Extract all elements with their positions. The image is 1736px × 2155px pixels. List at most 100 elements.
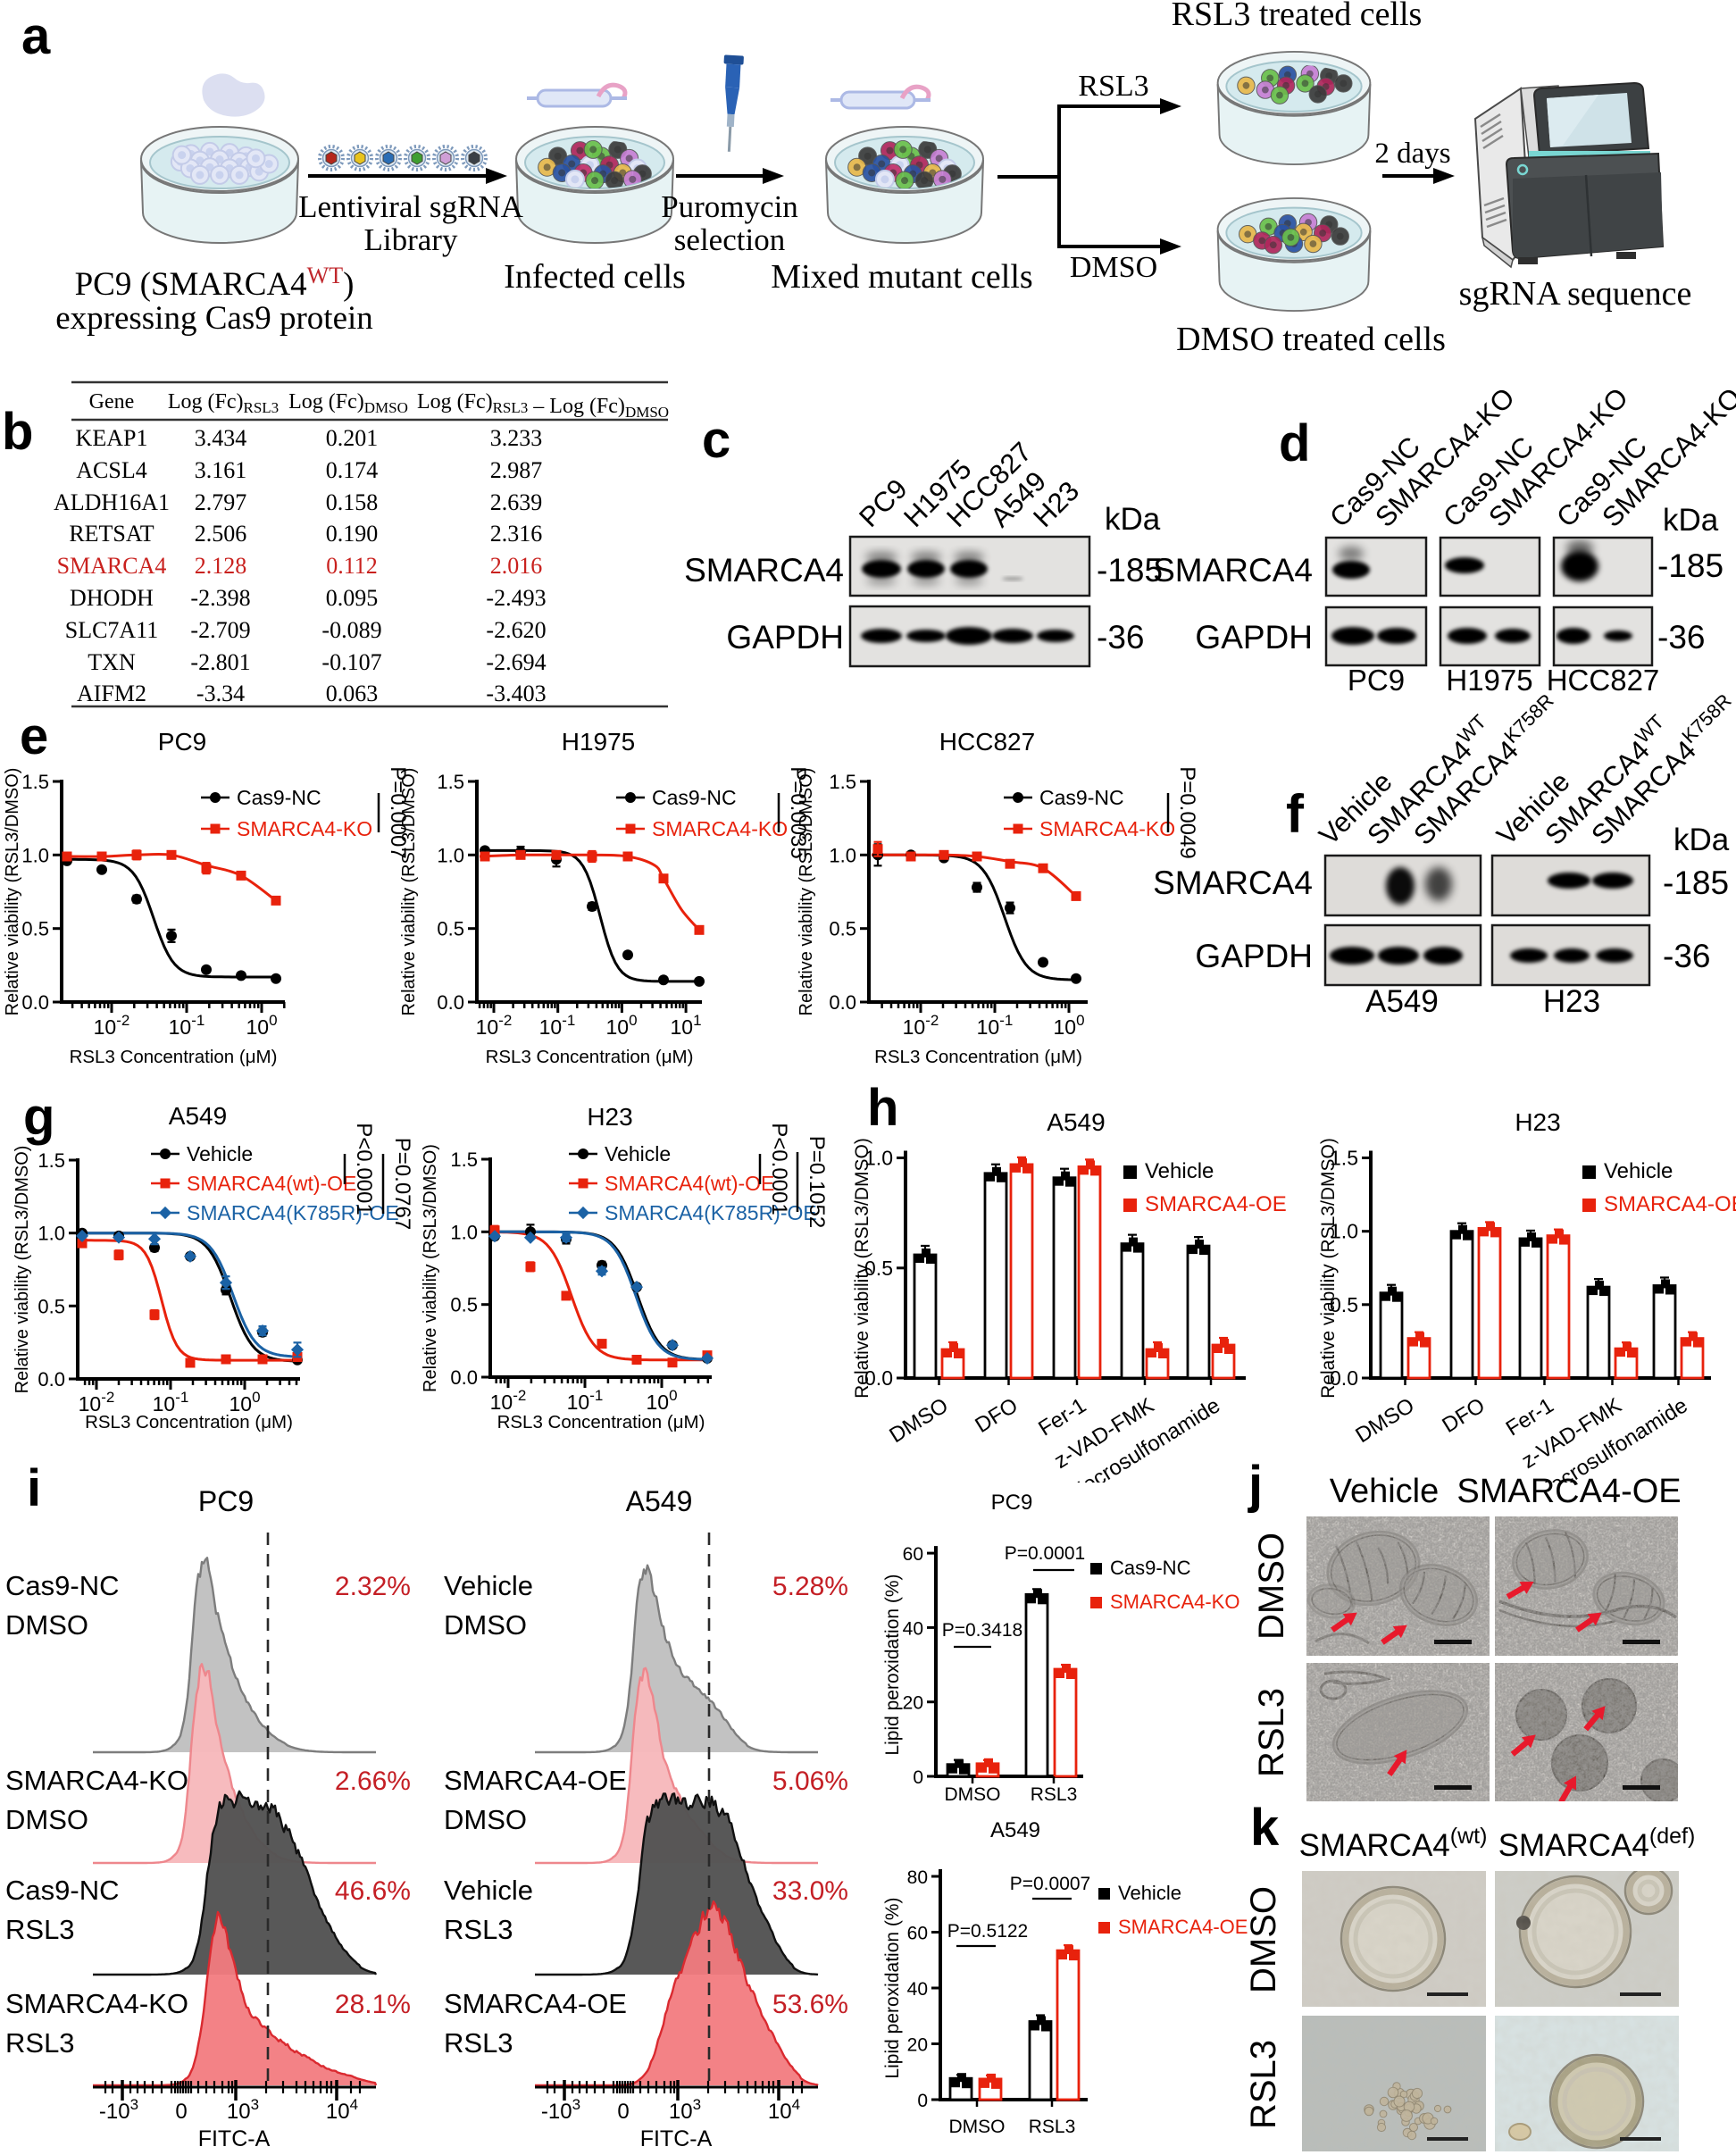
svg-text:Vehicle: Vehicle [444,1875,533,1906]
svg-text:ALDH16A1: ALDH16A1 [54,489,170,515]
svg-text:5.06%: 5.06% [772,1767,848,1796]
svg-text:GAPDH: GAPDH [1195,938,1313,974]
svg-text:PC9: PC9 [158,728,206,756]
svg-text:GAPDH: GAPDH [1195,619,1313,656]
svg-text:2.66%: 2.66% [335,1767,411,1796]
svg-text:DMSO: DMSO [5,1804,88,1835]
svg-text:0: 0 [617,2100,629,2124]
svg-text:0.0: 0.0 [1330,1366,1358,1390]
svg-text:Lipid peroxidation (%): Lipid peroxidation (%) [882,1574,903,1755]
svg-text:-2.694: -2.694 [486,649,546,675]
svg-text:3.233: 3.233 [490,425,543,451]
svg-text:0: 0 [175,2100,187,2124]
svg-text:P=0.3418: P=0.3418 [942,1620,1023,1641]
svg-text:80: 80 [907,1867,928,1888]
svg-text:1.0: 1.0 [21,844,49,866]
svg-text:1.5: 1.5 [38,1149,65,1172]
svg-text:40: 40 [903,1618,923,1639]
svg-text:SMARCA4(wt)-OE: SMARCA4(wt)-OE [187,1172,356,1195]
svg-text:A549: A549 [990,1818,1040,1842]
svg-text:SLC7A11: SLC7A11 [65,617,159,643]
svg-text:P=0.0767: P=0.0767 [390,1138,414,1230]
svg-text:DMSO: DMSO [1252,1533,1291,1640]
svg-text:Cas9-NC: Cas9-NC [1110,1557,1191,1579]
svg-text:kDa: kDa [1673,823,1730,857]
svg-text:SMARCA4: SMARCA4 [684,552,844,589]
svg-text:0.5: 0.5 [450,1294,478,1316]
svg-text:selection: selection [674,222,785,257]
svg-text:3.434: 3.434 [195,425,247,451]
svg-text:Cas9-NC: Cas9-NC [5,1875,119,1906]
svg-text:Relative viability (RSL3/DMSO): Relative viability (RSL3/DMSO) [1318,1138,1339,1399]
svg-text:P=0.0049: P=0.0049 [1175,766,1199,858]
svg-text:SMARCA4-KO: SMARCA4-KO [237,817,372,840]
svg-text:RSL3 Concentration (μM): RSL3 Concentration (μM) [70,1047,278,1067]
svg-text:SMARCA4: SMARCA4 [1153,865,1313,901]
svg-text:FITC-A: FITC-A [640,2126,713,2151]
svg-text:-3.403: -3.403 [486,681,546,706]
svg-text:2.32%: 2.32% [335,1572,411,1601]
svg-text:expressing Cas9 protein: expressing Cas9 protein [55,300,373,337]
svg-text:SMARCA4-KO: SMARCA4-KO [1039,817,1175,840]
svg-text:1.5: 1.5 [829,771,856,793]
svg-text:GAPDH: GAPDH [726,619,844,656]
svg-text:1.0: 1.0 [450,1221,478,1243]
svg-text:KEAP1: KEAP1 [76,425,148,451]
svg-text:0.0: 0.0 [864,1366,893,1390]
svg-text:60: 60 [903,1544,923,1565]
svg-text:0.0: 0.0 [21,991,49,1014]
svg-text:-185: -185 [1657,547,1723,584]
svg-text:PC9: PC9 [1348,664,1405,697]
svg-text:Cas9-NC: Cas9-NC [652,786,737,809]
svg-text:10-1: 10-1 [169,1012,205,1039]
svg-text:RSL3 Concentration (μM): RSL3 Concentration (μM) [85,1412,293,1432]
svg-text:Vehicle: Vehicle [1604,1159,1673,1183]
svg-text:SMARCA4-KO: SMARCA4-KO [652,817,788,840]
svg-text:53.6%: 53.6% [772,1990,848,2019]
svg-text:DMSO: DMSO [949,2117,1006,2137]
svg-text:DMSO treated cells: DMSO treated cells [1176,321,1446,358]
svg-text:P=0.0007: P=0.0007 [386,766,410,858]
svg-text:RSL3: RSL3 [1029,2117,1076,2137]
svg-text:0: 0 [917,2091,928,2111]
svg-text:SMARCA4: SMARCA4 [1153,552,1313,589]
svg-text:2.797: 2.797 [195,489,247,515]
svg-text:SMARCA4: SMARCA4 [57,553,167,579]
svg-text:PC9: PC9 [991,1491,1033,1515]
svg-text:H23: H23 [1515,1108,1560,1136]
svg-text:DMSO: DMSO [1070,251,1157,284]
svg-text:1.0: 1.0 [864,1147,893,1170]
svg-text:TXN: TXN [88,649,136,675]
svg-text:Cas9-NC: Cas9-NC [5,1570,119,1601]
svg-text:SMARCA4-OE: SMARCA4-OE [444,1765,627,1796]
svg-text:-185: -185 [1663,865,1729,901]
svg-text:RSL3: RSL3 [1252,1688,1291,1777]
svg-text:5.28%: 5.28% [772,1572,848,1601]
svg-text:-2.493: -2.493 [486,585,546,611]
svg-text:RSL3: RSL3 [444,2027,513,2059]
svg-text:SMARCA4-KO: SMARCA4-KO [5,1765,188,1796]
svg-text:Relative viability (RSL3/DMSO): Relative viability (RSL3/DMSO) [3,768,22,1016]
svg-text:RSL3 Concentration (μM): RSL3 Concentration (μM) [486,1047,694,1067]
svg-text:-2.709: -2.709 [190,617,250,643]
svg-text:2.016: 2.016 [490,553,543,579]
svg-text:0.0: 0.0 [450,1366,478,1389]
svg-text:-185: -185 [1097,552,1163,589]
svg-text:Vehicle: Vehicle [1118,1882,1181,1904]
svg-text:DMSO: DMSO [444,1609,527,1641]
svg-text:Vehicle: Vehicle [187,1142,253,1165]
svg-text:-0.089: -0.089 [321,617,381,643]
svg-text:FITC-A: FITC-A [198,2126,271,2151]
svg-text:RSL3: RSL3 [1244,2040,1283,2129]
svg-text:1.0: 1.0 [829,844,856,866]
svg-text:20: 20 [903,1693,923,1714]
svg-text:DMSO: DMSO [1244,1886,1283,1993]
svg-text:2.639: 2.639 [490,489,543,515]
svg-text:2.316: 2.316 [490,521,543,547]
svg-text:SMARCA4(K785R)-OE: SMARCA4(K785R)-OE [187,1201,399,1224]
svg-text:H23: H23 [587,1103,632,1131]
svg-text:Library: Library [364,222,458,257]
svg-text:P=0.1052: P=0.1052 [805,1136,829,1228]
svg-text:SMARCA4-OE: SMARCA4-OE [1456,1473,1681,1510]
svg-text:-36: -36 [1097,619,1144,656]
